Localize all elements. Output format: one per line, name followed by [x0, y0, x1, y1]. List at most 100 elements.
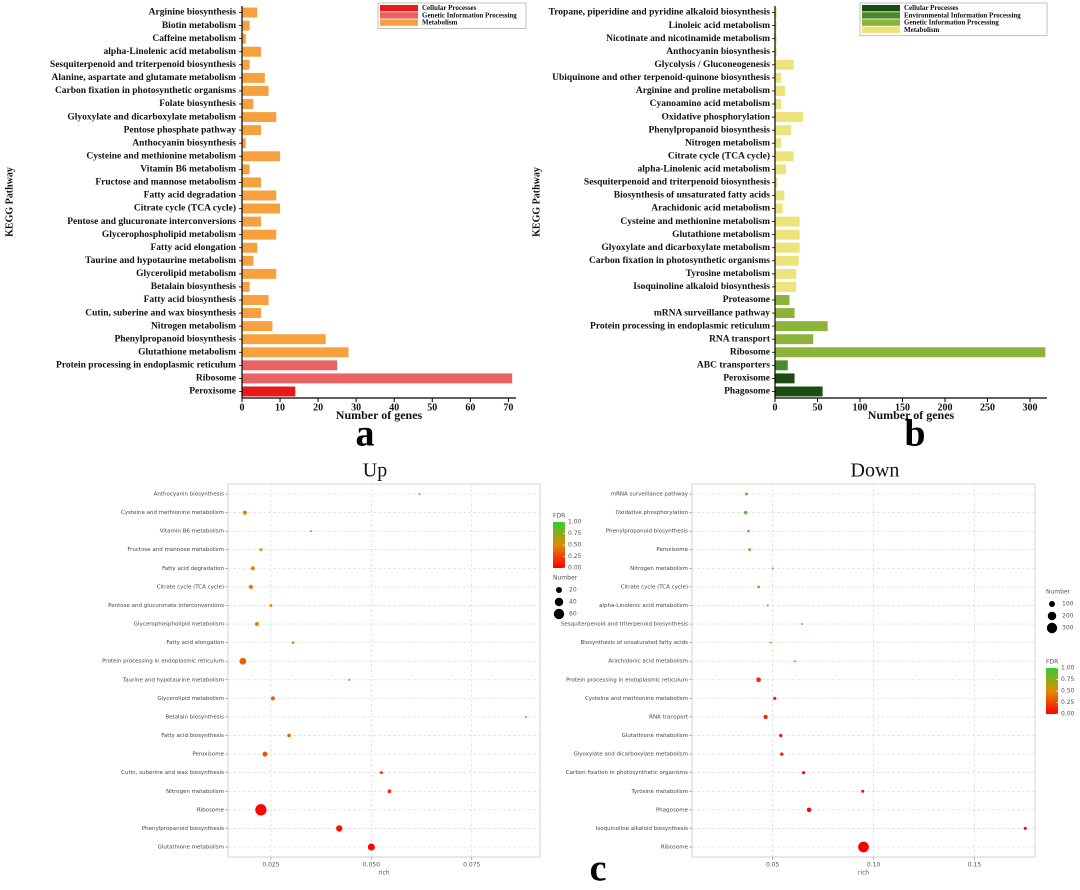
bar: [775, 151, 794, 162]
bar: [242, 242, 258, 253]
point: [367, 843, 375, 851]
bar: [775, 190, 785, 201]
bar: [775, 164, 787, 175]
y-tick-label: mRNA surveillance pathway: [654, 308, 770, 318]
bar: [775, 255, 799, 266]
point: [270, 696, 275, 701]
point: [291, 641, 295, 644]
y-tick-label: Isoquinoline alkaloid biosynthesis: [633, 282, 770, 292]
y-tick-label: Ribosome: [197, 807, 225, 813]
bar: [775, 347, 1046, 358]
y-tick-label: Ribosome: [661, 845, 689, 851]
y-tick-label: Taurine and hypotaurine metabolism: [85, 256, 236, 266]
y-tick-label: Glutathione metabolism: [672, 230, 770, 240]
y-tick-label: Glyoxylate and dicarboxylate metabolism: [601, 243, 770, 253]
bar: [242, 347, 349, 358]
y-tick-label: Isoquinoline alkaloid biosynthesis: [596, 826, 688, 832]
size-legend-key: [553, 608, 565, 620]
point: [780, 752, 784, 756]
point: [743, 510, 748, 515]
x-tick-label: 0.050: [363, 862, 380, 869]
y-tick-label: Glycolysis / Gluconeogenesis: [654, 60, 770, 70]
point: [757, 585, 760, 589]
bar: [775, 281, 797, 292]
y-tick-label: Biosynthesis of unsaturated fatty acids: [614, 191, 771, 201]
y-tick-label: Betalain biosynthesis: [151, 282, 237, 292]
bar: [242, 138, 246, 149]
y-tick-label: Cysteine and methionine metabolism: [620, 217, 770, 227]
y-tick-label: Arginine and proline metabolism: [636, 86, 770, 96]
x-tick-label: 0.10: [867, 862, 881, 869]
y-tick-label: alpha-Linolenic acid metabolism: [638, 165, 771, 175]
y-tick-label: Glycerolipid metabolism: [136, 269, 236, 279]
bar: [242, 321, 273, 332]
y-tick-label: Peroxisome: [656, 547, 688, 553]
bar: [242, 268, 277, 279]
size-legend-label: 300: [1062, 625, 1074, 632]
colorbar-tick-label: 0.25: [568, 553, 582, 560]
size-legend-key: [1047, 611, 1057, 621]
y-tick-label: Arachidonic acid metabolism: [651, 204, 770, 214]
y-tick-label: Cysteine and methionine metabolism: [585, 696, 688, 702]
y-tick-label: Phagosome: [724, 387, 770, 397]
y-tick-label: Phagosome: [656, 807, 689, 813]
colorbar-tick-label: 0.75: [568, 530, 582, 537]
x-tick-label: 60: [465, 402, 475, 413]
y-axis-title: KEGG Pathway: [531, 167, 542, 237]
point: [745, 492, 748, 496]
y-tick-label: Pentose and glucuronate interconversions: [108, 603, 224, 609]
color-legend-title: FDR: [1046, 659, 1058, 666]
y-tick-label: Sesquiterpenoid and triterpenoid biosynt…: [561, 622, 688, 628]
x-axis-title: Number of genes: [336, 408, 423, 422]
size-legend-label: 100: [1062, 601, 1074, 608]
y-tick-label: Nitrogen metabolism: [685, 138, 770, 148]
y-tick-label: Fructose and mannose metabolism: [127, 547, 224, 553]
y-tick-label: Peroxisome: [189, 387, 236, 397]
colorbar-tick-label: 0.00: [568, 565, 582, 572]
y-tick-label: Taurine and hypotaurine metabolism: [122, 677, 224, 683]
bar: [775, 229, 800, 240]
point: [254, 622, 259, 627]
bar: [242, 360, 338, 371]
x-tick-label: 0.15: [968, 862, 982, 869]
bar: [775, 203, 783, 214]
point: [310, 530, 313, 533]
size-legend-key: [1048, 600, 1056, 608]
colorbar-tick-label: 1.00: [1061, 665, 1075, 672]
x-tick-label: 0: [240, 402, 245, 413]
bar: [242, 59, 250, 70]
bar: [242, 216, 262, 227]
point: [262, 751, 268, 757]
bar: [242, 164, 250, 175]
point: [348, 678, 351, 681]
colorbar-tick-label: 0.50: [568, 542, 582, 549]
size-legend-key: [555, 586, 563, 594]
y-tick-label: Fatty acid biosynthesis: [144, 295, 237, 305]
y-tick-label: Citrate cycle (TCA cycle): [668, 150, 770, 161]
y-tick-label: Ribosome: [730, 347, 770, 357]
bar: [775, 295, 790, 305]
bar: [775, 33, 777, 44]
x-tick-label: 0.025: [262, 862, 279, 869]
y-tick-label: Glycerophospholipid metabolism: [102, 230, 236, 240]
point: [242, 510, 247, 515]
y-tick-label: Phenylpropanoid biosynthesis: [142, 826, 224, 832]
legend-swatch: [862, 19, 900, 26]
colorbar-tick-label: 1.00: [568, 519, 582, 526]
bar: [242, 112, 277, 123]
bar: [242, 99, 254, 109]
y-tick-label: Caffeine metabolism: [152, 34, 236, 44]
y-tick-label: Protein processing in endoplasmic reticu…: [102, 659, 224, 665]
bar: [242, 203, 281, 214]
y-tick-label: Protein processing in endoplasmic reticu…: [590, 321, 770, 331]
y-tick-label: alpha-Linolenic acid metabolism: [599, 603, 688, 609]
y-tick-label: Ubiquinone and other terpenoid-quinone b…: [552, 73, 770, 83]
y-tick-label: Sesquiterpenoid and triterpenoid biosynt…: [50, 60, 236, 70]
bar: [242, 295, 269, 305]
bar: [242, 229, 277, 240]
y-tick-label: Phenylpropanoid biosynthesis: [648, 125, 770, 135]
point: [779, 733, 783, 738]
bar: [242, 334, 326, 345]
colorbar-tick-label: 0.25: [1061, 699, 1075, 706]
y-tick-label: Cutin, suberine and wax biosynthesis: [85, 308, 236, 318]
